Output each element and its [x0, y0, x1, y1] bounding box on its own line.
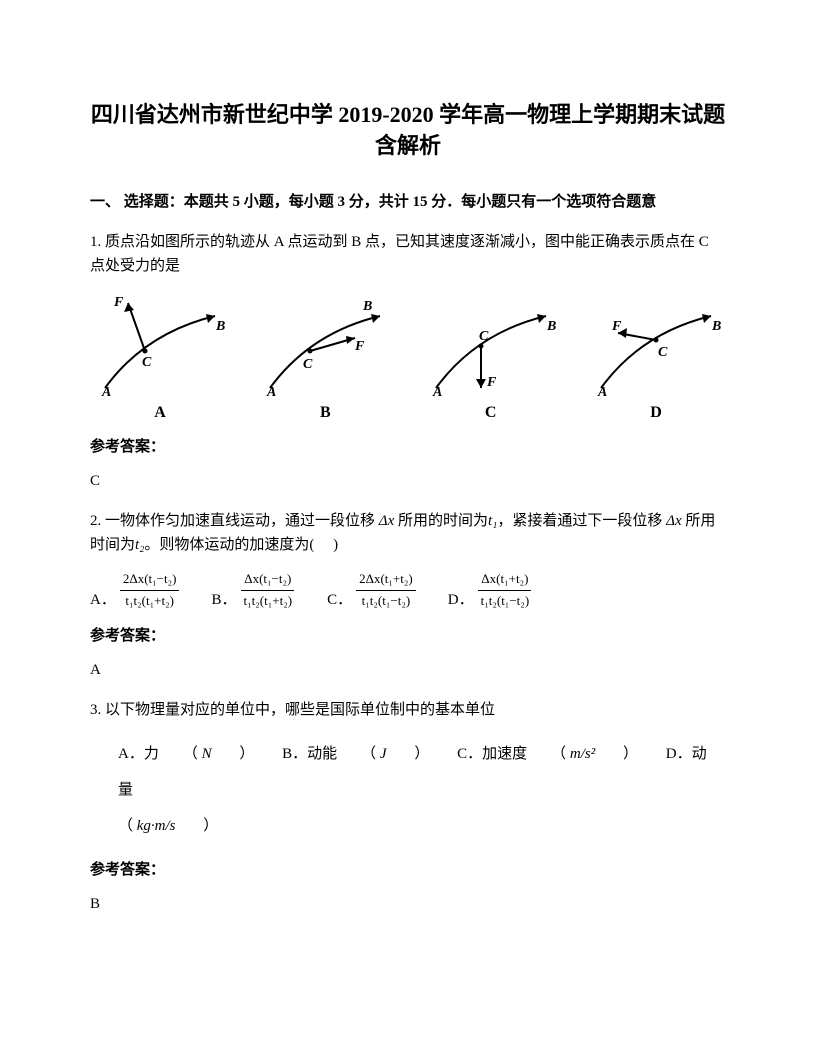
curve-c-svg: A B C F — [421, 288, 561, 398]
q2-opt-c: C． 2Δx(t₁+t₂) t₁t₂(t₁−t₂) — [327, 569, 416, 612]
diagram-b-label: B — [255, 400, 395, 426]
section-header: 一、 选择题：本题共 5 小题，每小题 3 分，共计 15 分．每小题只有一个选… — [90, 190, 726, 214]
svg-text:C: C — [303, 357, 313, 372]
diagram-d: A B C F D — [586, 288, 726, 426]
svg-text:F: F — [486, 375, 497, 390]
q3-answer: B — [90, 892, 726, 916]
question-2: 2. 一物体作匀加速直线运动，通过一段位移 Δx 所用的时间为t₁，紧接着通过下… — [90, 509, 726, 682]
q2-opt-b: B． Δx(t₁−t₂) t₁t₂(t₁+t₂) — [211, 569, 295, 612]
q2-part-0: 2. 一物体作匀加速直线运动，通过一段位移 — [90, 513, 379, 529]
q2-part-1: 所用的时间为 — [394, 513, 488, 529]
q2-answer-label: 参考答案： — [90, 624, 726, 648]
diagram-a: A B C F A — [90, 288, 230, 426]
q2-b-num: Δx(t₁−t₂) — [241, 569, 294, 591]
q2-frac-d: Δx(t₁+t₂) t₁t₂(t₁−t₂) — [478, 569, 533, 612]
svg-text:F: F — [113, 295, 124, 310]
q3-c-label: C．加速度 — [457, 746, 527, 762]
q3-answer-label: 参考答案： — [90, 858, 726, 882]
svg-text:A: A — [597, 385, 607, 398]
question-1: 1. 质点沿如图所示的轨迹从 A 点运动到 B 点，已知其速度逐渐减小，图中能正… — [90, 230, 726, 494]
q3-b-label: B．动能 — [282, 746, 337, 762]
q2-t2: t₂ — [135, 537, 144, 553]
svg-text:B: B — [711, 319, 721, 334]
q3-c-unit: m/s² — [570, 746, 595, 762]
q2-answer: A — [90, 658, 726, 682]
diagram-c: A B C F C — [421, 288, 561, 426]
q2-part-4: 。则物体运动的加速度为( ) — [144, 537, 338, 553]
q2-d-num: Δx(t₁+t₂) — [478, 569, 531, 591]
q3-d-unit: kg·m/s — [137, 818, 176, 834]
svg-text:A: A — [266, 385, 276, 398]
q2-frac-c: 2Δx(t₁+t₂) t₁t₂(t₁−t₂) — [356, 569, 416, 612]
svg-text:B: B — [215, 319, 225, 334]
q2-d-den: t₁t₂(t₁−t₂) — [478, 591, 533, 612]
q2-c-num: 2Δx(t₁+t₂) — [356, 569, 416, 591]
svg-text:F: F — [611, 319, 622, 334]
q2-dx-2: Δx — [666, 513, 681, 529]
svg-text:C: C — [142, 355, 152, 370]
q2-dx-1: Δx — [379, 513, 394, 529]
q2-text: 2. 一物体作匀加速直线运动，通过一段位移 Δx 所用的时间为t₁，紧接着通过下… — [90, 509, 726, 557]
q2-b-den: t₁t₂(t₁+t₂) — [241, 591, 296, 612]
q2-opt-a-label: A． — [90, 588, 116, 612]
q3-b-unit: J — [380, 746, 387, 762]
q2-a-den: t₁t₂(t₁+t₂) — [122, 591, 177, 612]
q2-frac-b: Δx(t₁−t₂) t₁t₂(t₁+t₂) — [241, 569, 296, 612]
svg-text:B: B — [546, 319, 556, 334]
page-title: 四川省达州市新世纪中学 2019-2020 学年高一物理上学期期末试题含解析 — [90, 100, 726, 162]
q2-part-2: ，紧接着通过下一段位移 — [497, 513, 666, 529]
diagram-d-label: D — [586, 400, 726, 426]
q2-opt-a: A． 2Δx(t₁−t₂) t₁t₂(t₁+t₂) — [90, 569, 179, 612]
diagram-c-label: C — [421, 400, 561, 426]
curve-d-svg: A B C F — [586, 288, 726, 398]
q2-opt-d-label: D． — [448, 588, 474, 612]
q2-options: A． 2Δx(t₁−t₂) t₁t₂(t₁+t₂) B． Δx(t₁−t₂) t… — [90, 569, 726, 612]
q1-diagrams: A B C F A A B C F — [90, 288, 726, 426]
q1-answer-label: 参考答案： — [90, 435, 726, 459]
curve-a-svg: A B C F — [90, 288, 230, 398]
svg-text:C: C — [658, 345, 668, 360]
q2-opt-d: D． Δx(t₁+t₂) t₁t₂(t₁−t₂) — [448, 569, 532, 612]
q3-a-label: A．力 — [118, 746, 159, 762]
q1-answer: C — [90, 469, 726, 493]
svg-text:A: A — [432, 385, 442, 398]
q3-options: A．力（ N ） B．动能（ J ） C．加速度（ m/s² ） D．动量（ k… — [118, 736, 726, 844]
svg-text:C: C — [479, 329, 489, 344]
q2-opt-c-label: C． — [327, 588, 352, 612]
diagram-b: A B C F B — [255, 288, 395, 426]
q3-a-unit: N — [202, 746, 212, 762]
q3-opt-c: C．加速度（ m/s² ） — [457, 746, 638, 762]
q3-text: 3. 以下物理量对应的单位中，哪些是国际单位制中的基本单位 — [90, 698, 726, 722]
svg-text:B: B — [362, 299, 372, 314]
question-3: 3. 以下物理量对应的单位中，哪些是国际单位制中的基本单位 A．力（ N ） B… — [90, 698, 726, 916]
q2-frac-a: 2Δx(t₁−t₂) t₁t₂(t₁+t₂) — [120, 569, 180, 612]
q2-opt-b-label: B． — [211, 588, 236, 612]
svg-text:F: F — [354, 339, 365, 354]
q2-t1: t₁ — [488, 513, 497, 529]
q2-c-den: t₁t₂(t₁−t₂) — [359, 591, 414, 612]
q3-opt-a: A．力（ N ） — [118, 746, 254, 762]
q2-a-num: 2Δx(t₁−t₂) — [120, 569, 180, 591]
curve-b-svg: A B C F — [255, 288, 395, 398]
svg-text:A: A — [101, 385, 111, 398]
q3-opt-b: B．动能（ J ） — [282, 746, 429, 762]
diagram-a-label: A — [90, 400, 230, 426]
q1-text: 1. 质点沿如图所示的轨迹从 A 点运动到 B 点，已知其速度逐渐减小，图中能正… — [90, 230, 726, 278]
